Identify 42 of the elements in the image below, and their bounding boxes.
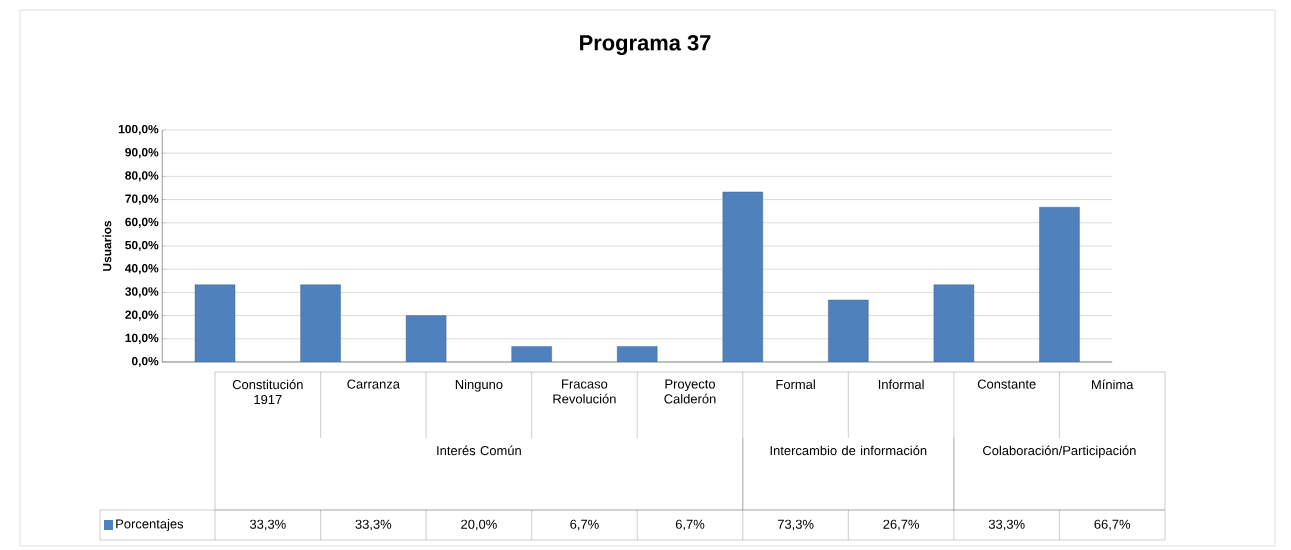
x-tick-label: Proyecto Calderón (664, 379, 716, 404)
data-label: 26,7% (883, 519, 920, 531)
y-tick-label: 30,0% (125, 287, 159, 298)
data-label: 6,7% (675, 519, 705, 531)
bar (828, 299, 869, 362)
bar (300, 284, 341, 362)
bar (722, 191, 763, 362)
x-tick-label: Constitución 1917 (232, 379, 303, 405)
data-label: 20,0% (461, 519, 497, 531)
x-tick-label: Ninguno (455, 379, 503, 392)
bar (405, 315, 447, 362)
text: Interés Común (437, 445, 521, 456)
y-tick-label: 60,0% (125, 217, 159, 228)
y-tick-label: 0,0% (131, 356, 159, 368)
bar (1039, 207, 1080, 362)
data-label: 33,3% (355, 519, 392, 531)
x-tick-label: Constante (977, 379, 1036, 389)
y-axis-title: Usuarios (102, 220, 112, 271)
x-tick-label: Carranza (347, 379, 400, 389)
y-tick-label: 40,0% (125, 264, 159, 275)
x-tick-label: Informal (878, 379, 924, 390)
y-tick-label: 20,0% (125, 310, 159, 321)
chart-title: Programa 37 (580, 35, 711, 55)
legend-label: Porcentajes (116, 518, 184, 532)
text: Intercambio de información (770, 445, 927, 456)
data-label: 33,3% (988, 519, 1025, 531)
data-label: 33,3% (249, 519, 286, 531)
y-tick-label: 100,0% (118, 124, 159, 136)
y-tick-label: 10,0% (125, 333, 159, 344)
y-tick-label: 80,0% (125, 171, 159, 182)
x-tick-label: Fracaso Revolución (553, 379, 616, 404)
data-label: 6,7% (570, 519, 599, 531)
bar (933, 284, 975, 362)
bar (194, 284, 236, 362)
y-tick-label: 70,0% (125, 194, 159, 205)
x-tick-label: Mínima (1092, 379, 1134, 390)
x-tick-label: Formal (776, 379, 815, 390)
text: Colaboración/Participación (983, 445, 1136, 458)
data-label: 73,3% (777, 519, 814, 531)
y-tick-label: 90,0% (125, 148, 159, 159)
data-label: 66,7% (1094, 519, 1131, 531)
y-tick-label: 50,0% (125, 240, 159, 252)
